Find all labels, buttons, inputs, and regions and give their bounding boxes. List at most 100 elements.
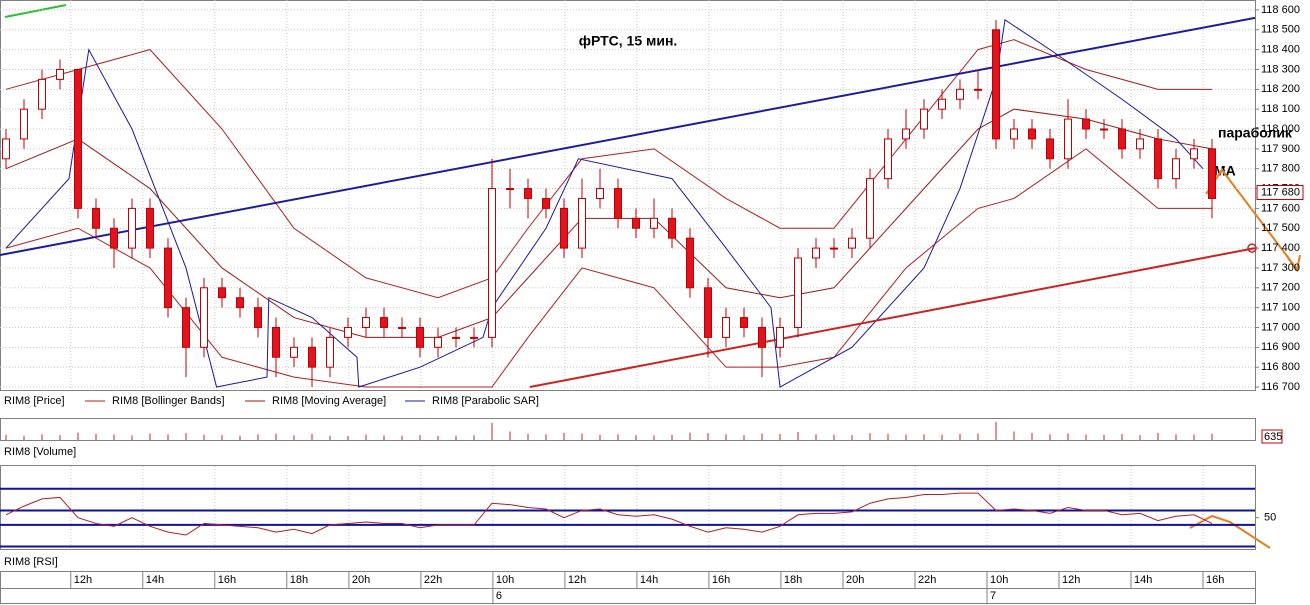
candle-body bbox=[829, 247, 838, 250]
candle-body bbox=[775, 326, 784, 348]
x-tick-label: 20h bbox=[352, 574, 370, 586]
last-price-label: 117 680 bbox=[1261, 186, 1300, 198]
candle-body bbox=[865, 178, 874, 239]
bollinger-upper bbox=[5, 39, 1212, 299]
candle-body bbox=[487, 188, 496, 338]
candle-body bbox=[415, 326, 424, 348]
candle-body bbox=[451, 336, 460, 339]
y-tick-label: 118 500 bbox=[1261, 24, 1300, 36]
x-tick-label: 12h bbox=[568, 574, 586, 586]
y-tick-label: 118 100 bbox=[1261, 103, 1300, 115]
candle-body bbox=[757, 326, 766, 348]
candle-body bbox=[469, 336, 478, 339]
x-tick-label: 18h bbox=[784, 574, 802, 586]
x-tick-label: 12h bbox=[1062, 574, 1080, 586]
day-tick-label: 6 bbox=[496, 590, 502, 602]
candle-body bbox=[1099, 128, 1108, 131]
y-tick-label: 117 000 bbox=[1261, 321, 1300, 333]
candle-body bbox=[919, 108, 928, 130]
candle-body bbox=[793, 257, 802, 328]
x-tick-label: 10h bbox=[496, 574, 514, 586]
candle-body bbox=[631, 217, 640, 229]
legend-label: RIM8 [Moving Average] bbox=[272, 395, 386, 407]
trend-end-marker bbox=[1247, 243, 1257, 253]
candle-body bbox=[559, 207, 568, 249]
decor-line bbox=[4, 4, 67, 18]
candle-body bbox=[1117, 128, 1126, 150]
candle-body bbox=[91, 207, 100, 229]
candle-body bbox=[163, 247, 172, 309]
candle-body bbox=[937, 98, 946, 110]
rsi-panel-frame bbox=[0, 465, 1256, 550]
y-tick-label: 117 800 bbox=[1261, 163, 1300, 175]
y-tick-label: 118 400 bbox=[1261, 44, 1300, 56]
candle-body bbox=[523, 188, 532, 199]
day-axis-frame bbox=[0, 588, 1256, 604]
candle-body bbox=[127, 207, 136, 249]
candle-body bbox=[433, 336, 442, 348]
rsi-line bbox=[5, 492, 1213, 536]
candle-body bbox=[541, 197, 550, 209]
legend-label: RIM8 [Price] bbox=[4, 395, 65, 407]
candle-body bbox=[325, 336, 334, 368]
candle-body bbox=[1207, 148, 1216, 199]
volume-label-box bbox=[1261, 429, 1283, 444]
chart-title: фРТС, 15 мин. bbox=[579, 33, 678, 49]
x-tick-label: 12h bbox=[74, 574, 92, 586]
x-tick-label: 22h bbox=[918, 574, 936, 586]
candle-body bbox=[1, 138, 10, 160]
volume-last-label: 635 bbox=[1264, 431, 1282, 443]
candle-body bbox=[235, 297, 244, 309]
y-tick-label: 116 800 bbox=[1261, 361, 1300, 373]
candle-body bbox=[1189, 148, 1198, 160]
day-tick-label: 7 bbox=[990, 590, 996, 602]
candle-body bbox=[811, 247, 820, 259]
x-tick-label: 16h bbox=[218, 574, 236, 586]
panel-label: RIM8 [Volume] bbox=[4, 446, 76, 458]
y-tick-label: 117 200 bbox=[1261, 282, 1300, 294]
candle-body bbox=[955, 88, 964, 100]
candle-body bbox=[271, 326, 280, 358]
trend-line bbox=[0, 16, 1256, 257]
bollinger-lower bbox=[5, 148, 1212, 388]
candle-body bbox=[37, 78, 46, 110]
candle-body bbox=[253, 307, 262, 328]
candle-body bbox=[379, 317, 388, 328]
y-tick-label: 117 100 bbox=[1261, 302, 1300, 314]
x-tick-label: 20h bbox=[846, 574, 864, 586]
rsi-tick-label: 50 bbox=[1264, 512, 1276, 524]
y-tick-label: 117 400 bbox=[1261, 242, 1300, 254]
last-price-box bbox=[1256, 185, 1304, 201]
arrow-head bbox=[1287, 254, 1301, 273]
candle-body bbox=[1153, 138, 1162, 180]
candle-body bbox=[1135, 138, 1144, 150]
y-tick-label: 118 000 bbox=[1261, 123, 1300, 135]
candle-body bbox=[901, 128, 910, 140]
panel-label: RIM8 [RSI] bbox=[4, 556, 58, 568]
candle-body bbox=[685, 237, 694, 289]
x-tick-label: 18h bbox=[290, 574, 308, 586]
candle-body bbox=[217, 287, 226, 299]
x-tick-label: 16h bbox=[1206, 574, 1224, 586]
x-tick-label: 22h bbox=[424, 574, 442, 586]
candle-body bbox=[73, 68, 82, 209]
candle-body bbox=[595, 188, 604, 199]
candle-body bbox=[577, 197, 586, 249]
candle-body bbox=[397, 326, 406, 329]
candle-body bbox=[1081, 118, 1090, 130]
legend-label: RIM8 [Parabolic SAR] bbox=[432, 395, 539, 407]
candle-body bbox=[721, 317, 730, 338]
x-tick-label: 14h bbox=[640, 574, 658, 586]
candle-body bbox=[1045, 138, 1054, 160]
candle-body bbox=[1009, 128, 1018, 140]
price-panel-frame bbox=[0, 0, 1256, 391]
candle-body bbox=[613, 188, 622, 219]
candle-body bbox=[739, 317, 748, 328]
candle-body bbox=[145, 207, 154, 249]
rsi-forecast-line bbox=[1189, 514, 1271, 549]
legend-label: RIM8 [Bollinger Bands] bbox=[112, 395, 225, 407]
candle-body bbox=[199, 287, 208, 348]
candle-body bbox=[667, 217, 676, 239]
